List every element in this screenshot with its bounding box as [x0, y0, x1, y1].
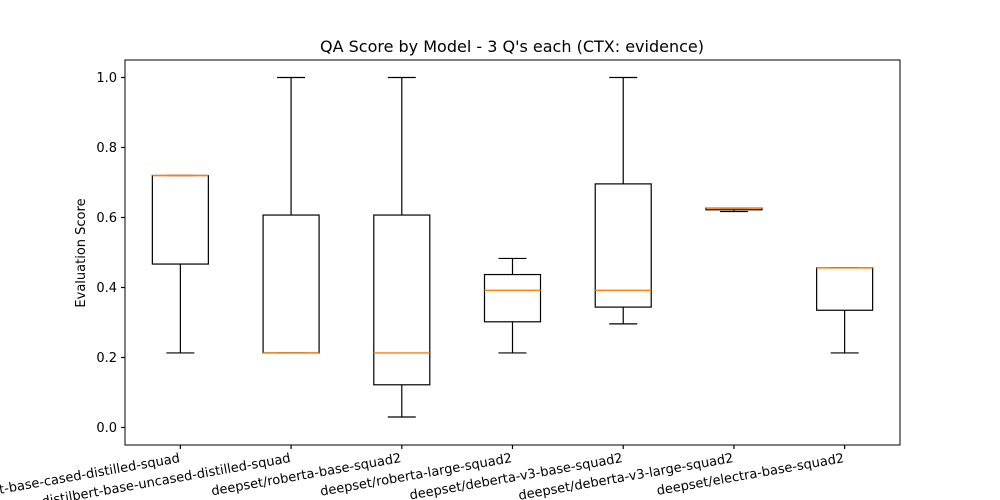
iqr-box	[594, 183, 652, 308]
box-3	[373, 76, 431, 418]
iqr-box	[373, 214, 431, 386]
y-tick-label: 0.6	[96, 211, 117, 226]
y-axis: 0.0 0.2 0.4 0.6 0.8 1.0	[96, 71, 125, 436]
y-tick-label: 1.0	[96, 71, 117, 86]
box-6	[705, 207, 763, 213]
y-axis-label: Evaluation Score	[74, 198, 89, 307]
iqr-box	[483, 273, 542, 323]
y-tick-label: 0.2	[96, 351, 117, 366]
y-tick-label: 0.4	[96, 281, 117, 296]
boxes-group	[151, 76, 874, 418]
y-tick-label: 0.8	[96, 141, 117, 156]
x-tick-label: deepset/electra-base-squad2	[656, 451, 846, 499]
box-1	[151, 174, 209, 354]
x-axis: distilbert-base-cased-distilled-squaddis…	[0, 445, 845, 500]
box-7	[816, 267, 874, 354]
box-5	[594, 76, 652, 325]
plot-frame	[124, 59, 901, 446]
iqr-box	[151, 174, 209, 265]
chart-title: QA Score by Model - 3 Q's each (CTX: evi…	[320, 37, 704, 56]
box-2	[262, 76, 320, 354]
y-tick-label: 0.0	[96, 421, 117, 436]
iqr-box	[816, 267, 874, 311]
iqr-box	[262, 214, 320, 354]
box-4	[483, 257, 542, 354]
